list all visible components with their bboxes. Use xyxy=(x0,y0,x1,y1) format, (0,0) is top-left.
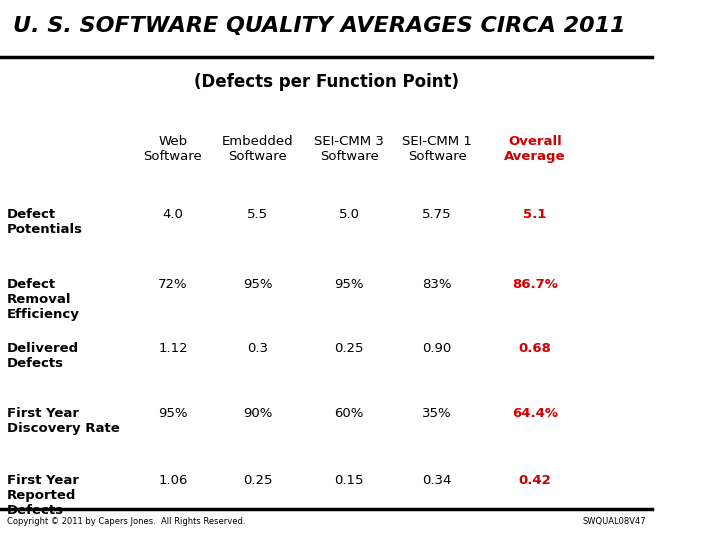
Text: 5.75: 5.75 xyxy=(422,208,452,220)
Text: (Defects per Function Point): (Defects per Function Point) xyxy=(193,73,459,91)
Text: First Year
Discovery Rate: First Year Discovery Rate xyxy=(6,407,119,435)
Text: 0.42: 0.42 xyxy=(518,474,551,487)
Text: 0.90: 0.90 xyxy=(423,342,452,355)
Text: First Year
Reported
Defects: First Year Reported Defects xyxy=(6,474,78,517)
Text: 1.12: 1.12 xyxy=(158,342,188,355)
Text: 5.0: 5.0 xyxy=(339,208,360,220)
Text: 64.4%: 64.4% xyxy=(512,407,558,420)
Text: 86.7%: 86.7% xyxy=(512,278,558,291)
Text: 0.25: 0.25 xyxy=(334,342,364,355)
Text: 83%: 83% xyxy=(422,278,452,291)
Text: Copyright © 2011 by Capers Jones.  All Rights Reserved.: Copyright © 2011 by Capers Jones. All Ri… xyxy=(6,517,245,527)
Text: Defect
Removal
Efficiency: Defect Removal Efficiency xyxy=(6,278,79,321)
Text: 0.15: 0.15 xyxy=(334,474,364,487)
Text: 95%: 95% xyxy=(243,278,273,291)
Text: 90%: 90% xyxy=(243,407,273,420)
Text: 0.34: 0.34 xyxy=(423,474,452,487)
Text: 5.1: 5.1 xyxy=(523,208,546,220)
Text: 0.25: 0.25 xyxy=(243,474,273,487)
Text: U. S. SOFTWARE QUALITY AVERAGES CIRCA 2011: U. S. SOFTWARE QUALITY AVERAGES CIRCA 20… xyxy=(13,16,626,36)
Text: 0.68: 0.68 xyxy=(518,342,551,355)
Text: 1.06: 1.06 xyxy=(158,474,188,487)
Text: 95%: 95% xyxy=(334,278,364,291)
Text: Web
Software: Web Software xyxy=(144,135,202,163)
Text: 35%: 35% xyxy=(422,407,452,420)
Text: 60%: 60% xyxy=(334,407,364,420)
Text: 5.5: 5.5 xyxy=(247,208,268,220)
Text: 72%: 72% xyxy=(158,278,188,291)
Text: 95%: 95% xyxy=(158,407,188,420)
Text: Overall
Average: Overall Average xyxy=(504,135,566,163)
Text: Embedded
Software: Embedded Software xyxy=(222,135,293,163)
Text: Delivered
Defects: Delivered Defects xyxy=(6,342,78,370)
Text: 0.3: 0.3 xyxy=(247,342,268,355)
Text: Defect
Potentials: Defect Potentials xyxy=(6,208,83,236)
Text: SEI-CMM 1
Software: SEI-CMM 1 Software xyxy=(402,135,472,163)
Text: 4.0: 4.0 xyxy=(162,208,183,220)
Text: SEI-CMM 3
Software: SEI-CMM 3 Software xyxy=(314,135,384,163)
Text: SWQUAL08V47: SWQUAL08V47 xyxy=(582,517,646,527)
